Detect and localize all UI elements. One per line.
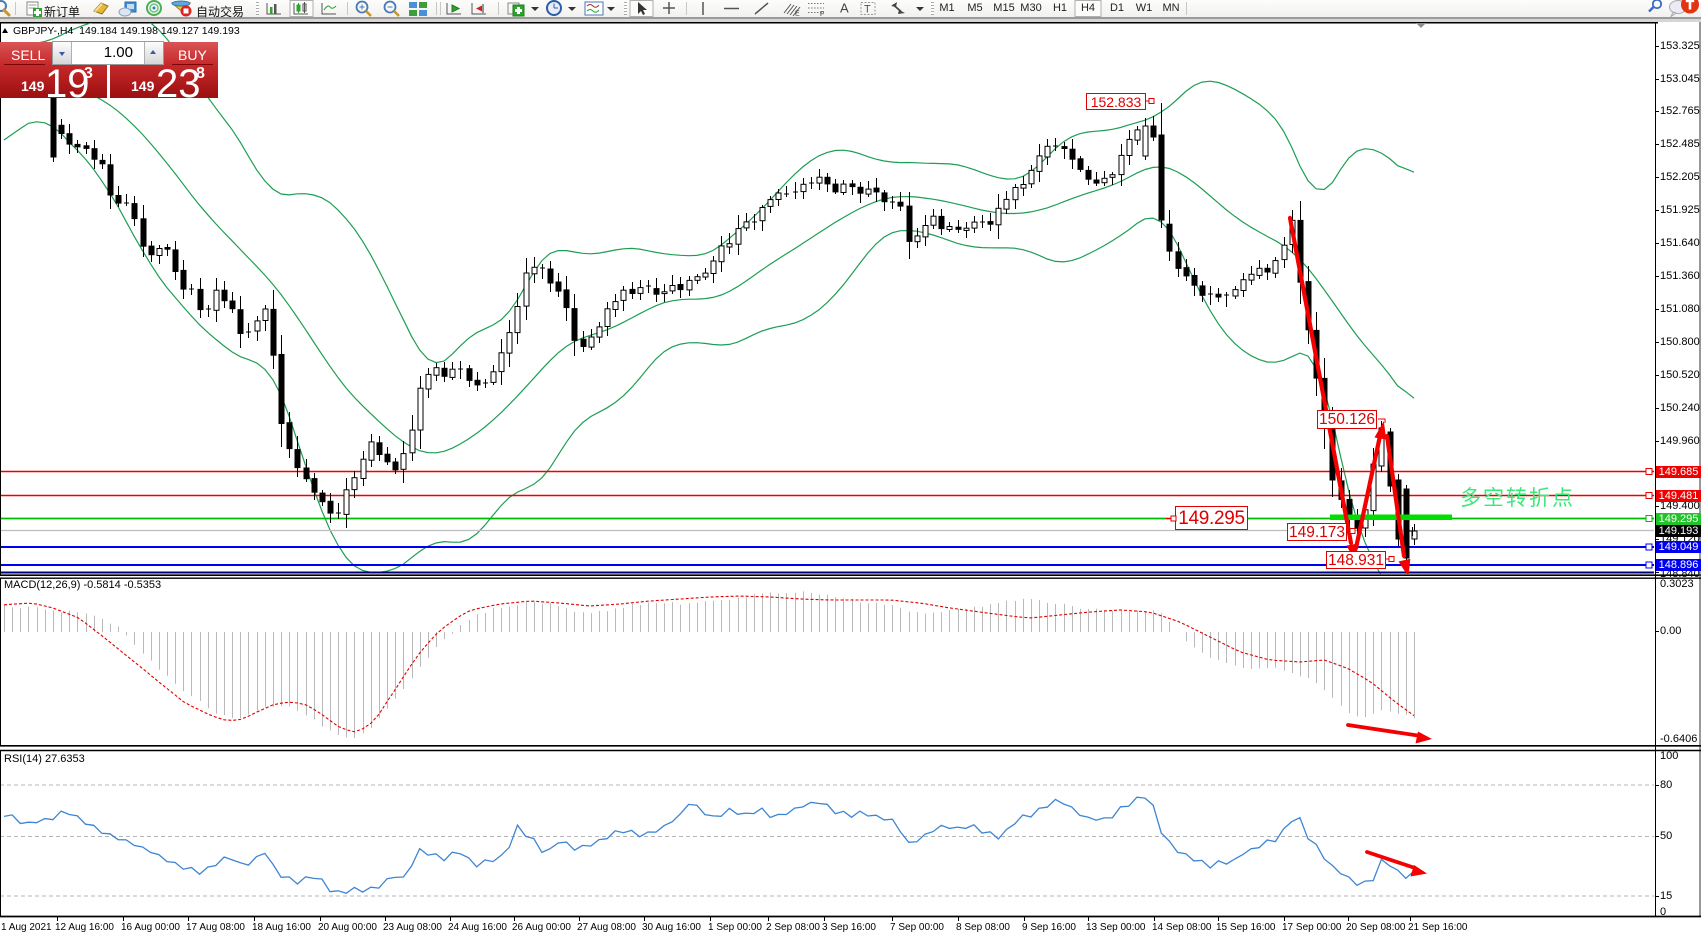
svg-text:A: A bbox=[840, 1, 849, 16]
svg-text:F: F bbox=[820, 11, 824, 18]
svg-text:E: E bbox=[795, 11, 800, 18]
svg-text:T: T bbox=[864, 4, 871, 16]
